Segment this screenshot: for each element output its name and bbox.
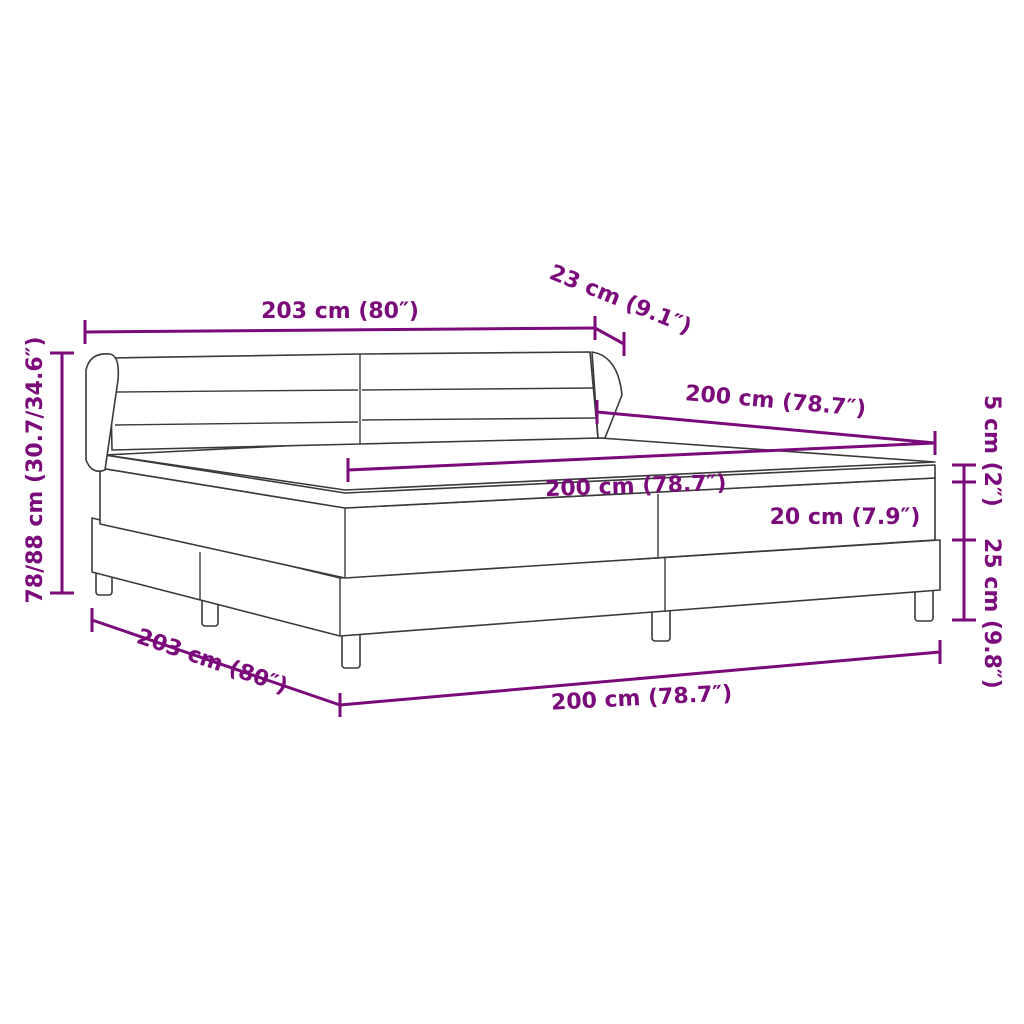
topper-height-label: 5 cm (2″) <box>979 395 1004 507</box>
total-height-label: 78/88 cm (30.7/34.6″) <box>23 336 48 603</box>
headboard-width-label: 203 cm (80″) <box>261 299 419 324</box>
headboard <box>109 351 599 451</box>
total-length-label: 203 cm (80″) <box>133 624 290 699</box>
dimension-lines <box>50 316 976 717</box>
base-width-label: 200 cm (78.7″) <box>550 681 732 715</box>
headboard-wing-left <box>85 353 120 473</box>
leg <box>341 631 361 669</box>
bed-illustration <box>85 351 941 669</box>
base-height-label: 25 cm (9.8″) <box>979 538 1004 689</box>
mattress-length-label: 200 cm (78.7″) <box>684 381 867 422</box>
mattress-height-label: 20 cm (7.9″) <box>770 505 921 530</box>
headboard-wing-right <box>591 351 623 439</box>
